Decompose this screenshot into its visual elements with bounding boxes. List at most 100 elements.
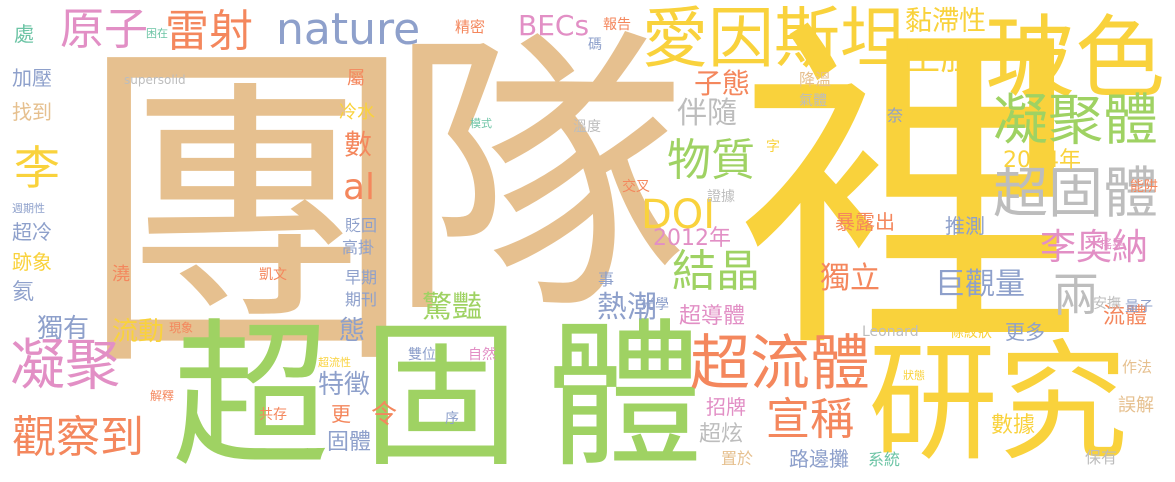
word-ti: 體 — [545, 305, 703, 482]
word-jiaocha: 交叉 — [622, 179, 650, 195]
word-tuan: 團 — [74, 12, 419, 413]
word-nengjing: 能阱 — [1130, 179, 1158, 195]
word-nature: nature — [276, 4, 421, 55]
word-chaoleng: 超冷 — [12, 220, 52, 244]
word-jieshi: 解釋 — [150, 389, 175, 403]
word-shu: 數 — [344, 128, 373, 161]
word-doi: DOI — [641, 192, 716, 238]
word-leonard: Leonard — [862, 324, 919, 340]
word-zhengju: 證據 — [707, 189, 735, 205]
word-zaoqi: 早期 — [345, 268, 378, 287]
word-gaogua: 高掛 — [342, 238, 375, 257]
word-jiangwen: 降溫 — [799, 70, 832, 89]
word-dui: 隊 — [388, 5, 688, 354]
word-jingmi: 精密 — [455, 18, 486, 36]
word-chaoliuti: 超流體 — [690, 329, 870, 399]
word-zhaopai: 招牌 — [706, 395, 746, 419]
word-chao: 超 — [172, 305, 330, 482]
word-baogao: 報告 — [603, 17, 631, 33]
word-wujie: 誤解 — [1118, 395, 1154, 416]
word-jiao: 澆 — [112, 264, 130, 285]
word-xianxiang: 現象 — [169, 321, 194, 335]
word-li-element: Li — [941, 106, 954, 124]
word-yuanzi: 原子 — [60, 4, 148, 55]
word-hai: 氦 — [12, 280, 35, 305]
word-xuancheng: 宣稱 — [766, 394, 854, 445]
word-zhuangtai: 狀態 — [903, 369, 925, 382]
word-lubiantan: 路邊攤 — [789, 447, 849, 471]
word-juguanliang: 巨觀量 — [935, 267, 1025, 302]
word-ningju: 凝聚 — [10, 333, 121, 397]
word-jixiang: 跡象 — [12, 250, 52, 274]
word-ling: 令 — [371, 400, 398, 430]
word-supersolid: supersolid — [124, 73, 186, 87]
word-duyou: 獨有 — [37, 314, 90, 344]
word-wendu: 溫度 — [573, 119, 601, 135]
word-tuice: 推測 — [945, 214, 985, 238]
word-chaoguti: 超固體 — [993, 161, 1159, 225]
word-jiaya: 加壓 — [12, 66, 52, 90]
word-liaona: 李奧納 — [1040, 227, 1149, 268]
word-zi: 字 — [766, 139, 780, 155]
word-yanjiu: 研究 — [868, 327, 1129, 479]
word-bianhui: 貶回 — [345, 216, 378, 235]
word-becs: BECs — [518, 9, 590, 42]
word-chu: 處 — [14, 22, 34, 46]
word-chaoxuan: 超炫 — [699, 422, 744, 447]
word-anfu: 安撫 — [1093, 296, 1121, 312]
word-2004: 2004年 — [1003, 148, 1081, 173]
word-zhiyu: 置於 — [721, 449, 754, 468]
word-nai: 奈 — [887, 106, 904, 125]
word-gengduo: 更多 — [1005, 320, 1045, 344]
word-qikan: 期刊 — [345, 290, 378, 309]
word-rechao: 熱潮 — [597, 290, 657, 325]
word-qiti: 氣體 — [799, 93, 827, 109]
word-zitai: 子態 — [694, 67, 751, 100]
word-zuofa: 作法 — [1122, 358, 1153, 376]
word-liang: 兩 — [1053, 268, 1099, 322]
word-chaoliuxing: 超流性 — [318, 356, 351, 369]
word-nianzhixing: 黏滯性 — [905, 6, 986, 37]
word-li-surname: 李 — [14, 141, 60, 195]
word-wuzhi: 物質 — [667, 135, 755, 186]
word-bansui: 伴隨 — [677, 96, 737, 131]
word-kaiwen: 凱文 — [259, 267, 287, 283]
word-ziran: 自然 — [468, 347, 496, 363]
word-tai: 態 — [339, 316, 366, 346]
word-xu: 序 — [445, 411, 459, 427]
word-moshi: 模式 — [470, 117, 492, 130]
word-zhouqixing: 週期性 — [12, 202, 45, 215]
word-kongqiang: 空腔 — [905, 37, 978, 78]
word-boshe: 玻色 — [985, 6, 1165, 111]
word-liangzi: 量子 — [1125, 299, 1153, 315]
word-kunzai: 困在 — [146, 27, 168, 40]
word-einstein: 愛因斯坦 — [642, 0, 906, 77]
word-geng: 更 — [331, 402, 351, 426]
word-leishe: 雷射 — [165, 6, 253, 57]
word-xitong: 系統 — [868, 450, 901, 469]
word-li-inside: 裡 — [738, 0, 1083, 395]
word-gongcun: 共存 — [259, 407, 287, 423]
word-baolouchu: 暴露出 — [835, 210, 895, 234]
word-tiaowenzhuang: 條紋狀 — [950, 325, 992, 341]
word-gu: 固 — [362, 305, 520, 482]
word-chaodaoti: 超導體 — [679, 304, 746, 329]
word-yaohuang: 搖晃 — [1100, 237, 1125, 251]
word-duli: 獨立 — [820, 261, 880, 296]
word-shi: 事 — [598, 270, 615, 289]
word-shuangwei: 雙位 — [408, 347, 436, 363]
word-tezheng: 特徵 — [318, 370, 371, 400]
word-al: al — [343, 167, 376, 208]
word-2012: 2012年 — [653, 226, 731, 251]
word-liudong: 流動 — [112, 317, 165, 347]
word-shuju: 數據 — [991, 413, 1036, 438]
word-zhaodao: 找到 — [12, 100, 52, 124]
word-jiejing: 結晶 — [672, 246, 760, 297]
word-baoyou: 保有 — [1085, 448, 1118, 467]
word-ma: 碼 — [588, 37, 602, 53]
word-guti: 固體 — [327, 430, 372, 455]
word-guanchadao: 觀察到 — [12, 412, 144, 463]
word-jingyan: 驚豔 — [422, 290, 482, 325]
word-shu-belong: 屬 — [347, 68, 365, 89]
